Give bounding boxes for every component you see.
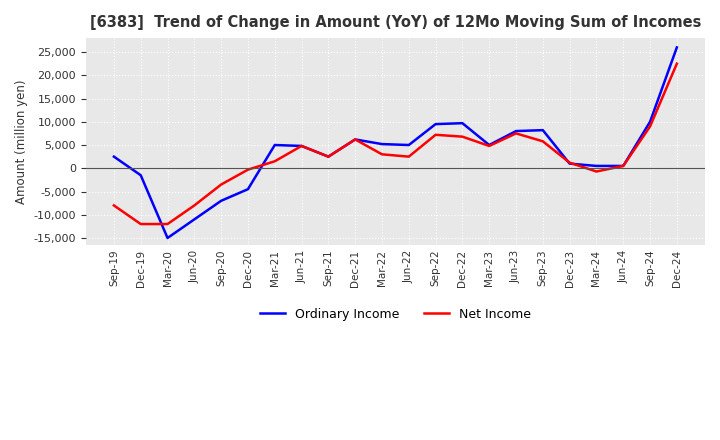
Net Income (565, 160, 574, 165)
Net Income (431, 132, 440, 137)
Net Income (271, 159, 279, 164)
Net Income (592, 169, 600, 174)
Net Income (190, 203, 199, 208)
Ordinary Income (619, 163, 628, 169)
Net Income (485, 143, 493, 149)
Ordinary Income (539, 128, 547, 133)
Net Income (672, 61, 681, 66)
Y-axis label: Amount (million yen): Amount (million yen) (15, 79, 28, 204)
Ordinary Income (271, 143, 279, 148)
Ordinary Income (190, 217, 199, 222)
Net Income (109, 203, 118, 208)
Ordinary Income (351, 137, 359, 142)
Ordinary Income (592, 163, 600, 169)
Net Income (458, 134, 467, 139)
Ordinary Income (163, 235, 172, 241)
Net Income (297, 143, 306, 149)
Net Income (217, 182, 225, 187)
Net Income (378, 152, 387, 157)
Net Income (646, 124, 654, 129)
Ordinary Income (217, 198, 225, 203)
Ordinary Income (485, 143, 493, 148)
Ordinary Income (297, 143, 306, 149)
Net Income (619, 163, 628, 169)
Title: [6383]  Trend of Change in Amount (YoY) of 12Mo Moving Sum of Incomes: [6383] Trend of Change in Amount (YoY) o… (90, 15, 701, 30)
Net Income (512, 131, 521, 136)
Ordinary Income (243, 187, 252, 192)
Ordinary Income (458, 121, 467, 126)
Line: Net Income: Net Income (114, 64, 677, 224)
Ordinary Income (431, 121, 440, 127)
Net Income (351, 137, 359, 142)
Ordinary Income (565, 161, 574, 166)
Net Income (136, 221, 145, 227)
Net Income (163, 221, 172, 227)
Ordinary Income (512, 128, 521, 134)
Ordinary Income (646, 119, 654, 125)
Ordinary Income (136, 172, 145, 178)
Legend: Ordinary Income, Net Income: Ordinary Income, Net Income (255, 303, 536, 326)
Ordinary Income (109, 154, 118, 159)
Ordinary Income (672, 45, 681, 50)
Ordinary Income (324, 154, 333, 159)
Net Income (243, 167, 252, 172)
Ordinary Income (378, 141, 387, 147)
Line: Ordinary Income: Ordinary Income (114, 48, 677, 238)
Net Income (539, 139, 547, 144)
Net Income (324, 154, 333, 159)
Net Income (405, 154, 413, 159)
Ordinary Income (405, 143, 413, 148)
